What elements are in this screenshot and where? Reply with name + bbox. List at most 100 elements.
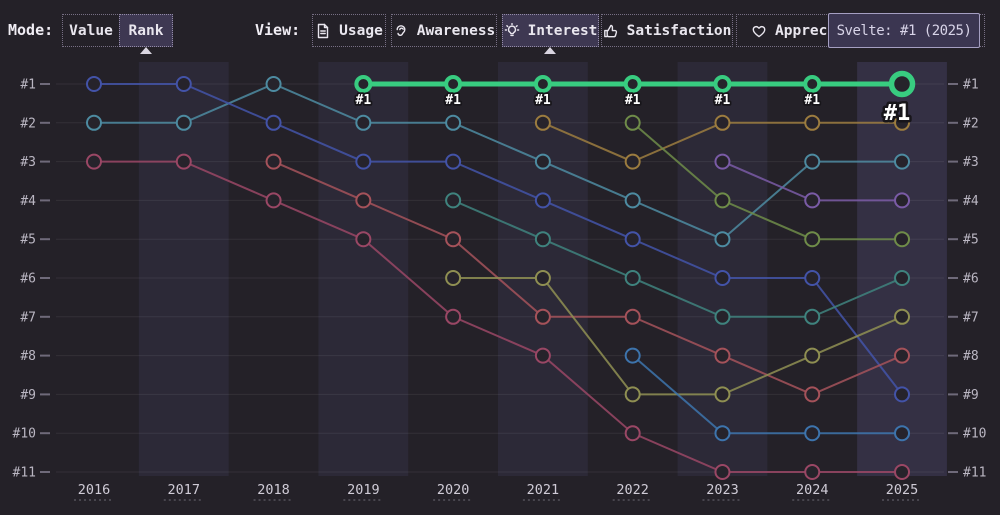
data-point-series-rose-2019[interactable] bbox=[355, 231, 372, 248]
data-point-series-olive-2022[interactable] bbox=[624, 114, 641, 131]
year-axis-label-2017[interactable]: 2017 bbox=[168, 482, 201, 498]
view-button-usage[interactable]: Usage bbox=[312, 14, 386, 47]
highlight-rank-label-2025: #1 bbox=[884, 101, 911, 126]
data-point-series-teal-2017[interactable] bbox=[175, 114, 192, 131]
data-point-series-darkteal-2020[interactable] bbox=[445, 192, 462, 209]
data-point-series-indigo-2016[interactable] bbox=[86, 76, 102, 92]
data-point-Svelte-2021[interactable] bbox=[533, 75, 552, 93]
rank-axis-label-right: #9 bbox=[963, 388, 979, 403]
data-point-series-red-2024[interactable] bbox=[804, 386, 821, 403]
data-point-series-rose-2025[interactable] bbox=[894, 464, 911, 480]
mode-button-value[interactable]: Value bbox=[62, 14, 120, 47]
data-point-series-indigo-2024[interactable] bbox=[804, 270, 821, 286]
data-point-series-steelblue-2023[interactable] bbox=[714, 425, 731, 442]
rank-axis-label-right: #2 bbox=[963, 116, 979, 131]
data-point-series-teal-2021[interactable] bbox=[534, 153, 551, 170]
data-point-series-darkteal-2025[interactable] bbox=[894, 270, 911, 286]
data-point-series-teal-2019[interactable] bbox=[355, 114, 372, 131]
data-point-series-darkteal-2022[interactable] bbox=[624, 270, 641, 286]
data-point-series-tan-2023[interactable] bbox=[714, 114, 731, 131]
data-point-Svelte-2024[interactable] bbox=[803, 75, 822, 93]
rank-axis-label-left: #6 bbox=[20, 272, 36, 287]
data-point-series-red-2019[interactable] bbox=[355, 192, 372, 209]
data-point-series-rose-2021[interactable] bbox=[534, 347, 551, 364]
data-point-series-rose-2023[interactable] bbox=[714, 464, 731, 480]
data-point-series-purple-2023[interactable] bbox=[714, 153, 731, 170]
year-axis-label-2016[interactable]: 2016 bbox=[78, 482, 111, 498]
data-point-series-indigo-2025[interactable] bbox=[894, 386, 911, 403]
data-point-series-teal-2018[interactable] bbox=[265, 76, 282, 92]
mode-button-rank[interactable]: Rank bbox=[119, 14, 173, 47]
year-axis-label-2018[interactable]: 2018 bbox=[257, 482, 290, 498]
data-point-series-indigo-2022[interactable] bbox=[624, 231, 641, 248]
data-point-series-indigo-2018[interactable] bbox=[265, 114, 282, 131]
data-point-series-red-2018[interactable] bbox=[265, 153, 282, 170]
data-point-series-tan-2025[interactable] bbox=[894, 114, 911, 131]
data-point-series-teal-2022[interactable] bbox=[624, 192, 641, 209]
data-point-series-steelblue-2024[interactable] bbox=[804, 425, 821, 442]
data-point-series-red-2023[interactable] bbox=[714, 347, 731, 364]
data-point-series-tan-2022[interactable] bbox=[624, 153, 641, 170]
data-point-series-darkteal-2021[interactable] bbox=[534, 231, 551, 248]
data-point-series-olive-2024[interactable] bbox=[804, 231, 821, 248]
data-point-series-khaki-2025[interactable] bbox=[894, 308, 911, 325]
data-point-series-indigo-2019[interactable] bbox=[355, 153, 372, 170]
data-point-series-darkteal-2024[interactable] bbox=[804, 308, 821, 325]
data-point-series-teal-2023[interactable] bbox=[714, 231, 731, 248]
rank-axis-label-right: #10 bbox=[963, 427, 986, 442]
data-point-series-darkteal-2023[interactable] bbox=[714, 308, 731, 325]
data-point-Svelte-2022[interactable] bbox=[623, 75, 642, 93]
year-band-2021 bbox=[498, 62, 588, 476]
data-point-series-indigo-2020[interactable] bbox=[445, 153, 462, 170]
data-point-series-rose-2018[interactable] bbox=[265, 192, 282, 209]
data-point-series-rose-2016[interactable] bbox=[86, 153, 102, 170]
data-point-series-red-2021[interactable] bbox=[534, 308, 551, 325]
data-point-series-purple-2024[interactable] bbox=[804, 192, 821, 209]
view-button-interest[interactable]: Interest bbox=[502, 14, 599, 47]
data-point-Svelte-2020[interactable] bbox=[444, 75, 463, 93]
data-point-series-olive-2023[interactable] bbox=[714, 192, 731, 209]
data-point-series-steelblue-2022[interactable] bbox=[624, 347, 641, 364]
data-point-series-red-2022[interactable] bbox=[624, 308, 641, 325]
data-point-Svelte-2019[interactable] bbox=[354, 75, 373, 93]
data-point-series-tan-2021[interactable] bbox=[534, 114, 551, 131]
data-point-series-olive-2025[interactable] bbox=[894, 231, 911, 248]
year-band-2017 bbox=[138, 62, 229, 476]
data-point-series-red-2020[interactable] bbox=[445, 231, 462, 248]
data-point-series-khaki-2024[interactable] bbox=[804, 347, 821, 364]
view-button-awareness[interactable]: Awareness bbox=[391, 14, 497, 47]
data-point-Svelte-2025[interactable] bbox=[888, 70, 916, 98]
data-point-series-rose-2024[interactable] bbox=[804, 464, 821, 480]
data-point-series-steelblue-2025[interactable] bbox=[894, 425, 911, 442]
data-point-series-rose-2022[interactable] bbox=[624, 425, 641, 442]
data-point-series-indigo-2021[interactable] bbox=[534, 192, 551, 209]
data-point-series-khaki-2021[interactable] bbox=[534, 270, 551, 286]
view-button-interest-label: Interest bbox=[527, 22, 598, 39]
data-point-series-teal-2020[interactable] bbox=[445, 114, 462, 131]
data-point-series-khaki-2023[interactable] bbox=[714, 386, 731, 403]
data-point-series-tan-2024[interactable] bbox=[804, 114, 821, 131]
year-axis-label-2021[interactable]: 2021 bbox=[527, 482, 560, 498]
data-point-series-indigo-2023[interactable] bbox=[714, 270, 731, 286]
data-point-series-khaki-2022[interactable] bbox=[624, 386, 641, 403]
year-axis-label-2025[interactable]: 2025 bbox=[886, 482, 919, 498]
data-point-series-red-2025[interactable] bbox=[894, 347, 911, 364]
year-axis-label-2020[interactable]: 2020 bbox=[437, 482, 470, 498]
data-point-series-purple-2025[interactable] bbox=[894, 192, 911, 209]
year-axis-label-2024[interactable]: 2024 bbox=[796, 482, 829, 498]
data-point-series-rose-2017[interactable] bbox=[175, 153, 192, 170]
data-point-series-teal-2016[interactable] bbox=[86, 114, 102, 131]
rank-axis-label-right: #4 bbox=[963, 194, 979, 209]
data-point-series-indigo-2017[interactable] bbox=[175, 76, 192, 92]
year-axis-label-2023[interactable]: 2023 bbox=[706, 482, 739, 498]
year-axis-label-2019[interactable]: 2019 bbox=[347, 482, 380, 498]
data-point-series-khaki-2020[interactable] bbox=[445, 270, 462, 286]
data-point-series-teal-2025[interactable] bbox=[894, 153, 911, 170]
rank-axis-label-left: #4 bbox=[20, 194, 36, 209]
view-button-satisfaction[interactable]: Satisfaction bbox=[601, 14, 733, 47]
data-point-series-teal-2024[interactable] bbox=[804, 153, 821, 170]
year-axis-label-2022[interactable]: 2022 bbox=[616, 482, 649, 498]
data-point-series-rose-2020[interactable] bbox=[445, 308, 462, 325]
data-point-Svelte-2023[interactable] bbox=[713, 75, 732, 93]
active-mode-caret-icon bbox=[140, 47, 152, 54]
